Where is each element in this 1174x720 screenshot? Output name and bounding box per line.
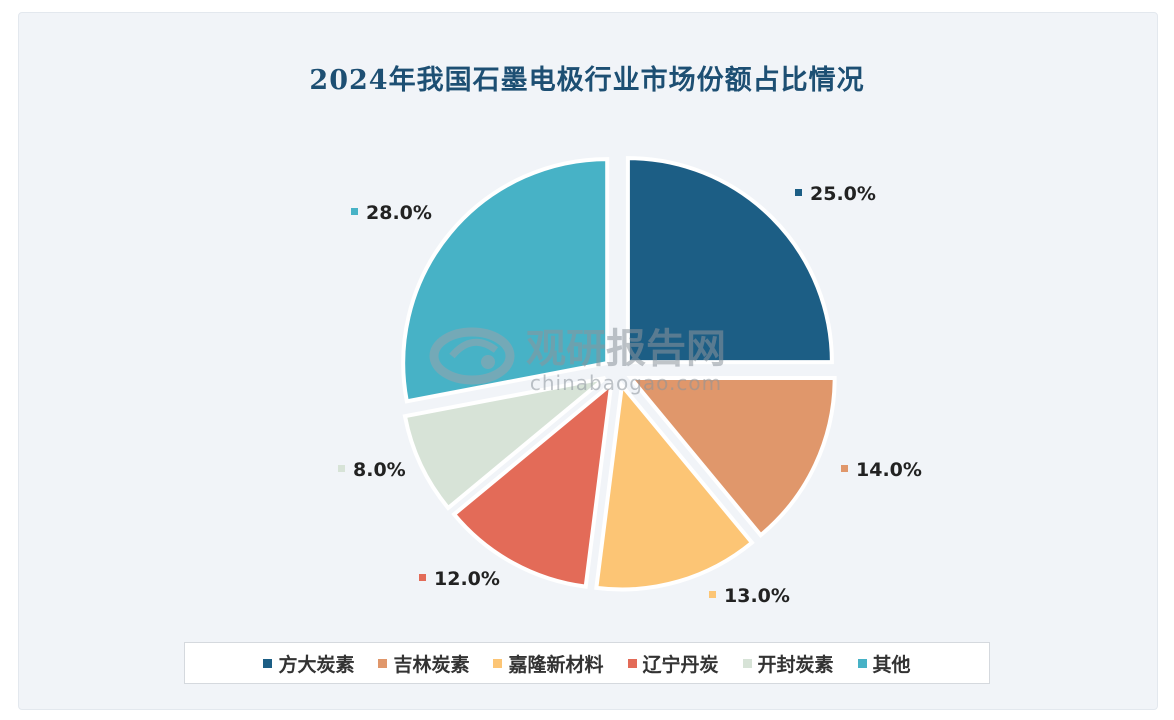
chart-title: 2024年我国石墨电极行业市场份额占比情况	[309, 65, 865, 96]
pie-slice-liaoning	[451, 379, 614, 589]
legend-label: 吉林炭素	[393, 653, 470, 676]
legend-label: 开封炭素	[757, 653, 834, 676]
data-label-marker-kaifeng	[338, 465, 345, 472]
legend-item-jilin: 吉林炭素	[378, 650, 469, 677]
data-label-kaifeng: 8.0%	[353, 459, 406, 481]
data-label-jialong: 13.0%	[724, 585, 790, 607]
data-label-marker-other	[351, 208, 358, 215]
data-label-marker-liaoning	[419, 574, 426, 581]
legend-label: 方大炭素	[278, 653, 355, 676]
legend-swatch	[263, 658, 273, 668]
data-label-marker-jilin	[841, 465, 848, 472]
pie-slice-jilin	[626, 375, 837, 538]
legend-label: 嘉隆新材料	[508, 653, 604, 676]
data-label-fangda: 25.0%	[810, 183, 876, 205]
legend-swatch	[493, 658, 503, 668]
pie-slice-jialong	[594, 380, 755, 592]
legend-item-liaoning: 辽宁丹炭	[627, 650, 719, 677]
pie-slices	[401, 156, 837, 592]
pie-slice-fangda	[625, 156, 834, 365]
watermark-url: chinabaogao.com	[530, 371, 722, 395]
legend-swatch	[742, 658, 752, 668]
legend-label: 其他	[872, 653, 911, 676]
legend-item-other: 其他	[857, 650, 911, 677]
legend-swatch	[857, 658, 867, 668]
data-label-liaoning: 12.0%	[434, 568, 500, 590]
legend-item-kaifeng: 开封炭素	[742, 650, 834, 677]
legend-item-jialong: 嘉隆新材料	[493, 650, 604, 677]
pie-data-labels: 25.0% 14.0% 13.0% 12.0% 8.0% 28.0%	[338, 183, 922, 607]
pie-slice-other	[401, 157, 610, 404]
watermark-brand: 观研报告网	[526, 326, 726, 372]
data-label-other: 28.0%	[366, 202, 432, 224]
legend-label: 辽宁丹炭	[642, 653, 719, 676]
legend-swatch	[627, 658, 637, 668]
legend-item-fangda: 方大炭素	[263, 650, 354, 677]
data-label-marker-jialong	[709, 591, 716, 598]
watermark-logo-icon	[429, 327, 515, 385]
pie-slice-kaifeng	[402, 375, 607, 511]
legend-swatch	[378, 658, 388, 668]
watermark: 观研报告网 chinabaogao.com	[429, 326, 726, 395]
data-label-jilin: 14.0%	[856, 459, 922, 481]
chart-legend: 方大炭素 吉林炭素 嘉隆新材料 辽宁丹炭 开封炭素 其他	[184, 642, 990, 684]
data-label-marker-fangda	[795, 189, 802, 196]
